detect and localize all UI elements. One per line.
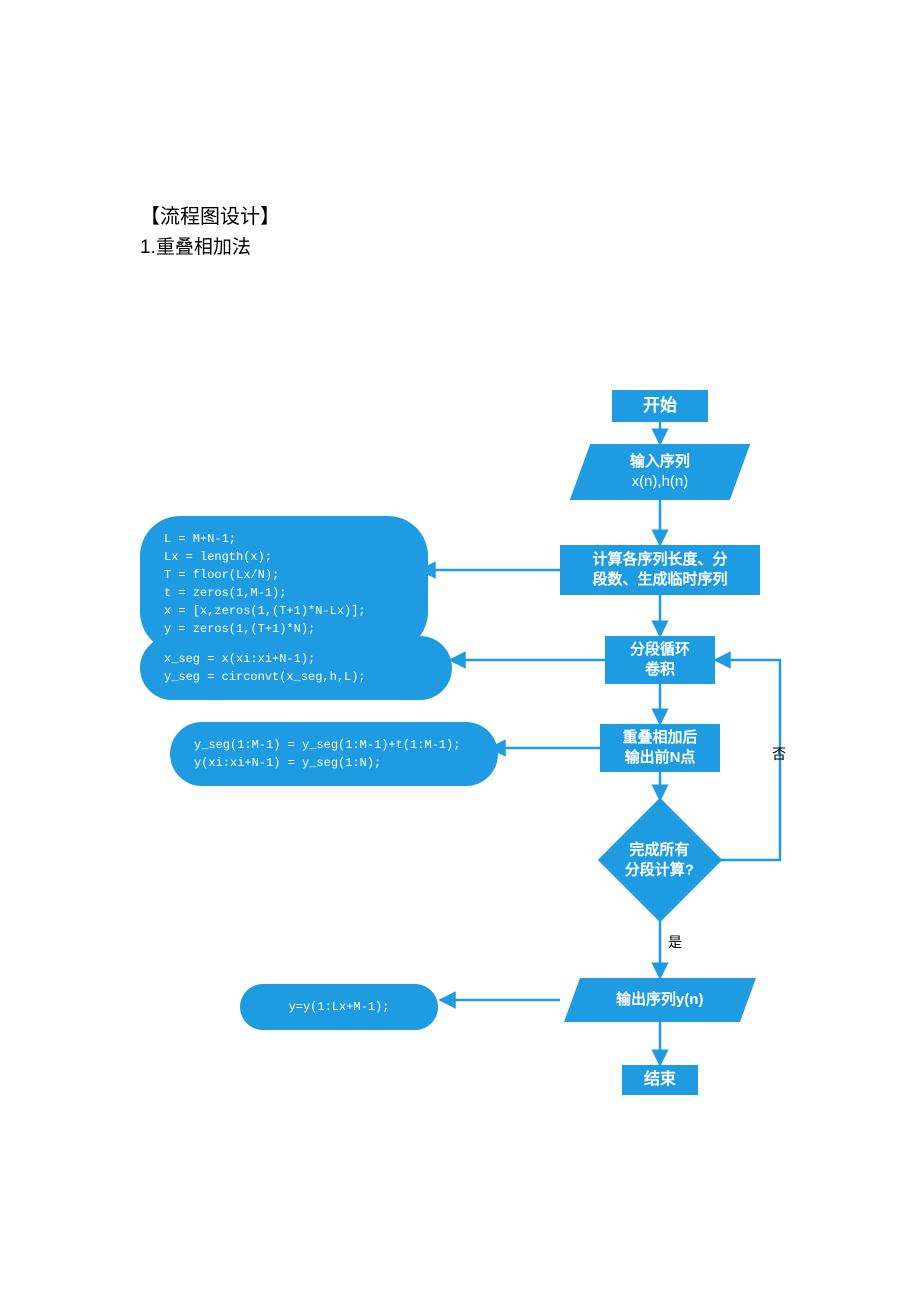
node-loop-line2: 卷积 — [645, 660, 675, 680]
node-start: 开始 — [612, 390, 708, 422]
node-input-line1: 输入序列 — [630, 452, 690, 472]
node-calc-line2: 段数、生成临时序列 — [592, 570, 727, 590]
bubble-output: y=y(1:Lx+M-1); — [240, 984, 438, 1030]
page: 【流程图设计】 1.重叠相加法 开始 输入序列 x(n),h(n) 计算各序列长… — [0, 0, 920, 1302]
node-overlap-line1: 重叠相加后 — [622, 728, 697, 748]
node-start-label: 开始 — [643, 395, 677, 418]
node-output: 输出序列y(n) — [564, 978, 756, 1022]
node-calc: 计算各序列长度、分 段数、生成临时序列 — [560, 545, 760, 595]
page-subtitle: 1.重叠相加法 — [140, 232, 251, 259]
node-end-label: 结束 — [644, 1069, 676, 1091]
flow-edges — [0, 0, 920, 1302]
bubble-loop: x_seg = x(xi:xi+N-1); y_seg = circonvt(x… — [140, 636, 452, 700]
node-calc-line1: 计算各序列长度、分 — [592, 550, 727, 570]
node-input: 输入序列 x(n),h(n) — [570, 444, 750, 500]
node-decision-line1: 完成所有 — [625, 840, 694, 859]
node-decision: 完成所有 分段计算? — [598, 798, 722, 922]
node-overlap: 重叠相加后 输出前N点 — [600, 724, 720, 772]
bubble-calc: L = M+N-1; Lx = length(x); T = floor(Lx/… — [140, 516, 428, 652]
page-title: 【流程图设计】 — [140, 200, 280, 229]
edge-label-no: 否 — [772, 744, 786, 764]
node-loop-line1: 分段循环 — [630, 640, 690, 660]
node-output-label: 输出序列y(n) — [616, 991, 704, 1008]
node-input-line2: x(n),h(n) — [630, 472, 690, 492]
bubble-overlap: y_seg(1:M-1) = y_seg(1:M-1)+t(1:M-1); y(… — [170, 722, 498, 786]
node-overlap-line2: 输出前N点 — [625, 748, 696, 768]
edge-label-yes: 是 — [668, 932, 682, 952]
node-end: 结束 — [622, 1065, 698, 1095]
node-loop: 分段循环 卷积 — [605, 636, 715, 684]
node-decision-line2: 分段计算? — [625, 860, 694, 880]
